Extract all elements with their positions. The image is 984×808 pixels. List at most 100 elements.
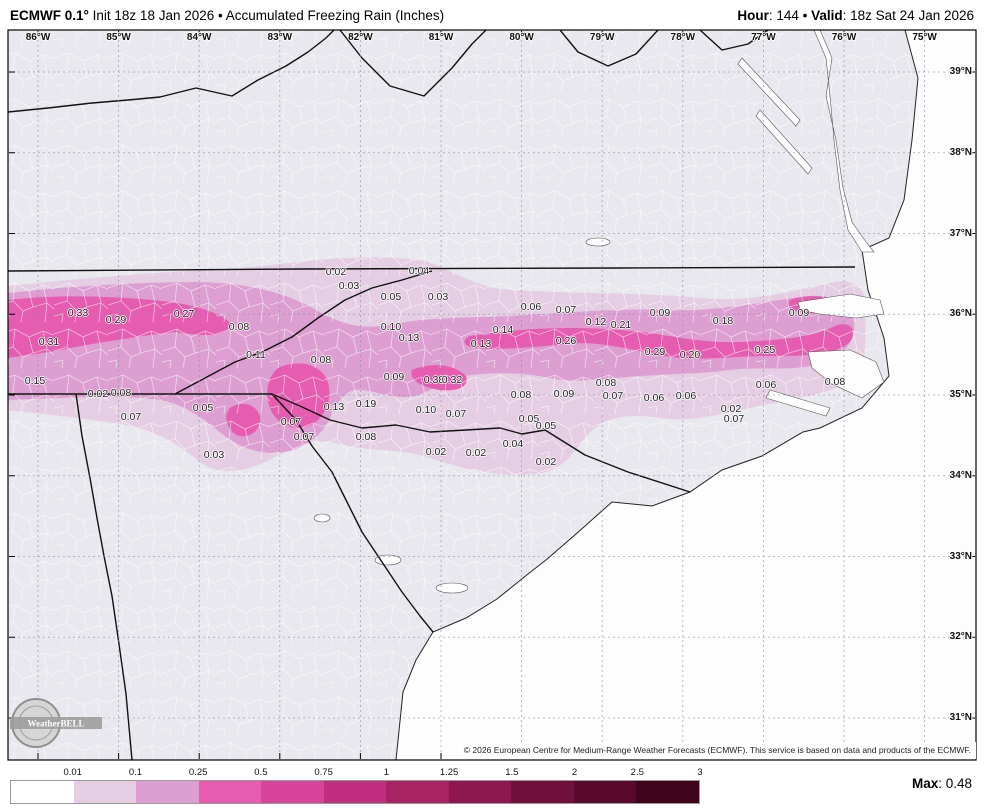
- contour-value-label: 0.29: [644, 346, 666, 358]
- contour-value-label: 0.19: [355, 398, 377, 410]
- lon-label: 78°W: [670, 32, 696, 43]
- contour-value-label: 0.04: [408, 265, 430, 277]
- contour-value-label: 0.18: [712, 315, 734, 327]
- legend-color-segment: [323, 781, 387, 803]
- lat-label: 35°N: [949, 389, 972, 400]
- contour-value-label: 0.08: [824, 376, 846, 388]
- contour-value-label: 0.38: [423, 374, 445, 386]
- contour-value-label: 0.08: [595, 377, 617, 389]
- contour-value-label: 0.11: [246, 349, 266, 361]
- lon-label: 86°W: [25, 32, 51, 43]
- legend-tick-label: 0.01: [63, 767, 82, 778]
- legend-tick-label: 1.5: [505, 767, 519, 778]
- colorbar: [10, 780, 700, 804]
- lon-label: 76°W: [831, 32, 857, 43]
- contour-value-label: 0.31: [38, 336, 60, 348]
- lat-label: 34°N: [949, 469, 972, 481]
- lon-label: 84°W: [186, 32, 212, 43]
- contour-value-label: 0.08: [355, 431, 377, 443]
- contour-value-label: 0.13: [323, 401, 345, 413]
- contour-value-label: 0.29: [105, 314, 127, 326]
- contour-value-label: 0.07: [293, 431, 315, 443]
- legend-tick-label: 1.25: [439, 767, 459, 778]
- colorbar-legend: 0.01 0.1 0.25 0.5 0.75 1 1.25 1.5 2 2.5 3 Max: 0.4…: [0, 766, 984, 808]
- contour-value-label: 0.09: [553, 388, 575, 400]
- lon-label: 85°W: [106, 32, 131, 43]
- contour-value-label: 0.09: [383, 371, 405, 383]
- legend-tick-label: 3: [697, 767, 703, 778]
- contour-value-label: 0.15: [24, 375, 46, 387]
- watermark-text: WeatherBELL: [27, 719, 84, 729]
- contour-value-label: 0.10: [415, 404, 437, 416]
- legend-color-segment: [511, 781, 574, 803]
- lon-label: 77°W: [751, 32, 776, 43]
- contour-value-label: 0.08: [310, 354, 332, 366]
- lat-label: 31°N: [949, 712, 972, 723]
- legend-tick-label: 2: [571, 767, 578, 778]
- legend-color-segment: [136, 781, 199, 803]
- contour-value-label: 0.02: [425, 446, 447, 458]
- lat-label: 39°N: [949, 66, 972, 77]
- contour-value-label: 0.05: [380, 291, 402, 303]
- legend-tick-label: 2.5: [630, 767, 644, 778]
- lon-label: 75°W: [912, 32, 937, 43]
- legend-color-segment: [386, 781, 449, 803]
- contour-value-label: 0.05: [192, 402, 214, 414]
- latlon-grid: [8, 30, 976, 760]
- copyright-note: © 2026 European Centre for Medium-Range …: [458, 742, 976, 759]
- contour-value-label: 0.26: [555, 335, 577, 347]
- contour-value-label: 0.09: [788, 307, 810, 319]
- contour-value-label: 0.25: [754, 344, 776, 356]
- contour-value-label: 0.08: [510, 389, 532, 401]
- contour-value-label: 0.21: [610, 319, 632, 331]
- contour-value-label: 0.05: [535, 420, 557, 432]
- valid-time: Hour: 144 • Valid: 18z Sat 24 Jan 2026: [737, 7, 974, 23]
- contour-value-label: 0.02: [720, 403, 742, 415]
- header-bar: ECMWF 0.1° Init 18z 18 Jan 2026 • Accumu…: [0, 0, 984, 30]
- contour-value-label: 0.07: [445, 408, 467, 420]
- max-value-label: Max: 0.48: [911, 776, 972, 791]
- weatherbell-logo: WeatherBELL: [8, 696, 108, 757]
- contour-value-label: 0.03: [203, 449, 225, 461]
- lat-label: 33°N: [949, 550, 972, 562]
- contour-value-label: 0.02: [325, 266, 347, 278]
- contour-value-label: 0.06: [643, 392, 665, 404]
- legend-color-segment: [573, 781, 637, 803]
- lon-label: 81°W: [428, 32, 454, 43]
- contour-value-label: 0.08: [228, 321, 250, 333]
- contour-value-label: 0.02: [535, 456, 557, 468]
- legend-tick-label: 0.25: [188, 767, 208, 778]
- contour-value-label: 0.13: [470, 338, 492, 350]
- contour-value-label: 0.06: [755, 379, 777, 391]
- inland-water: [313, 30, 885, 594]
- contour-value-label: 0.04: [502, 438, 524, 450]
- contour-value-label: 0.10: [380, 321, 402, 333]
- lon-label: 79°W: [589, 32, 615, 43]
- contour-value-label: 0.06: [520, 301, 542, 313]
- contour-value-label: 0.03: [427, 291, 449, 303]
- contour-value-label: 0.12: [585, 316, 607, 328]
- contour-value-label: 0.13: [398, 332, 420, 344]
- contour-value-label: 0.07: [723, 413, 745, 425]
- legend-color-segment: [261, 781, 324, 803]
- contour-value-label: 0.32: [441, 374, 463, 386]
- contour-value-label: 0.03: [338, 280, 360, 292]
- contour-value-label: 0.02: [465, 447, 487, 459]
- contour-value-label: 0.14: [492, 324, 514, 336]
- state-borders: [8, 30, 856, 760]
- lon-label: 83°W: [267, 32, 293, 43]
- legend-tick-label: 0.75: [314, 767, 333, 778]
- contour-value-label: 0.07: [120, 411, 142, 423]
- lat-label: 36°N: [949, 308, 972, 320]
- contour-value-label: 0.07: [280, 416, 302, 428]
- lat-label: 37°N: [949, 227, 972, 239]
- map-title: ECMWF 0.1° Init 18z 18 Jan 2026 • Accumu…: [10, 7, 445, 23]
- lon-label: 80°W: [509, 32, 534, 43]
- contour-value-label: 0.05: [518, 413, 540, 425]
- legend-color-segment: [198, 781, 262, 803]
- contour-value-label: 0.06: [675, 390, 697, 402]
- contour-value-label: 0.08: [110, 387, 132, 399]
- model-name: ECMWF 0.1°: [10, 7, 89, 23]
